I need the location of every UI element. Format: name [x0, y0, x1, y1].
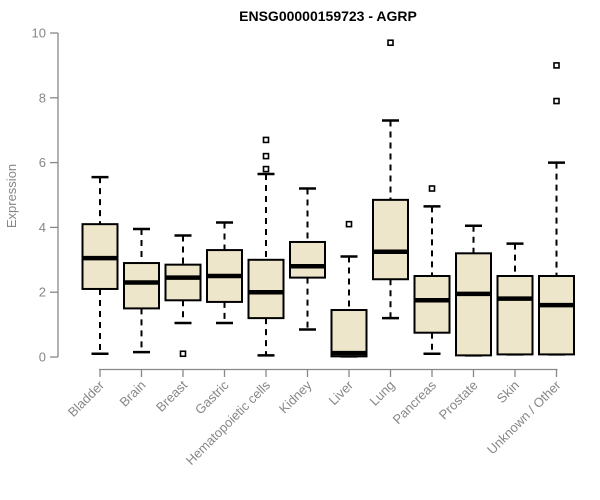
boxplot-boxes: [81, 39, 575, 358]
y-tick-label: 4: [39, 220, 46, 235]
x-tick-label: Bladder: [65, 377, 108, 420]
x-tick-label: Prostate: [436, 378, 481, 423]
boxplot-group: [206, 221, 243, 325]
y-tick-label: 0: [39, 350, 46, 365]
x-tick-label: Brain: [117, 378, 149, 410]
outlier-point: [553, 62, 560, 69]
box: [330, 309, 368, 358]
boxplot-group: [123, 227, 160, 354]
boxplot-group: [455, 224, 492, 357]
y-axis: 0 2 4 6 8 10: [32, 26, 59, 365]
outlier-point: [553, 97, 560, 105]
y-tick-label: 8: [39, 90, 46, 105]
x-tick-label: Gastric: [192, 377, 232, 417]
boxplot-group: [538, 62, 575, 356]
box: [372, 198, 409, 281]
x-tick-label: Lung: [367, 378, 398, 409]
outlier-point: [262, 136, 270, 144]
y-tick-label: 2: [39, 285, 46, 300]
boxplot-group: [496, 242, 534, 356]
boxplot-group: [413, 185, 451, 356]
y-tick-label: 10: [32, 26, 46, 41]
y-tick-label: 6: [39, 155, 46, 170]
x-tick-label: Unknown / Other: [484, 377, 564, 457]
x-tick-label: Kidney: [276, 377, 315, 416]
outlier-point: [179, 350, 187, 358]
box: [164, 263, 202, 302]
boxplot-group: [330, 220, 368, 358]
box: [413, 275, 451, 334]
outlier-point: [345, 220, 353, 228]
outlier-point: [262, 152, 270, 160]
x-tick-label: Liver: [326, 377, 357, 408]
x-tick-label: Pancreas: [390, 377, 440, 427]
boxplot-group: [372, 39, 409, 320]
box: [247, 258, 285, 320]
outlier-point: [428, 185, 436, 192]
box: [455, 252, 492, 357]
box: [496, 275, 534, 356]
boxplot-group: [164, 234, 202, 358]
outlier-point: [262, 165, 270, 173]
boxplot-group: [81, 175, 119, 356]
box: [289, 240, 326, 279]
chart-title: ENSG00000159723 - AGRP: [239, 8, 417, 24]
x-tick-label: Breast: [153, 377, 190, 414]
box: [538, 275, 575, 356]
boxplot-group: [289, 187, 326, 331]
outlier-point: [387, 39, 394, 47]
box: [123, 262, 160, 310]
boxplot-group: [247, 136, 285, 357]
y-axis-label: Expression: [4, 164, 19, 228]
x-tick-label: Skin: [494, 378, 522, 406]
